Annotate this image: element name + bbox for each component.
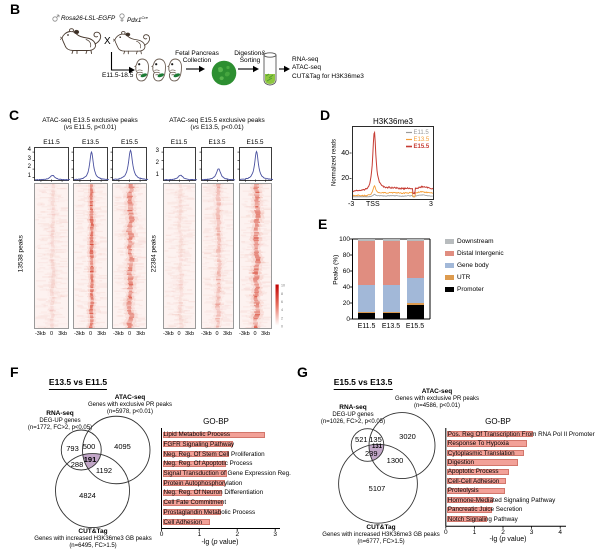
svg-text:0: 0 [281, 324, 283, 328]
svg-text:10: 10 [281, 284, 285, 288]
svg-text:8: 8 [281, 291, 283, 295]
svg-text:2: 2 [281, 316, 283, 320]
svg-text:4: 4 [281, 308, 283, 312]
svg-text:6: 6 [281, 300, 283, 304]
